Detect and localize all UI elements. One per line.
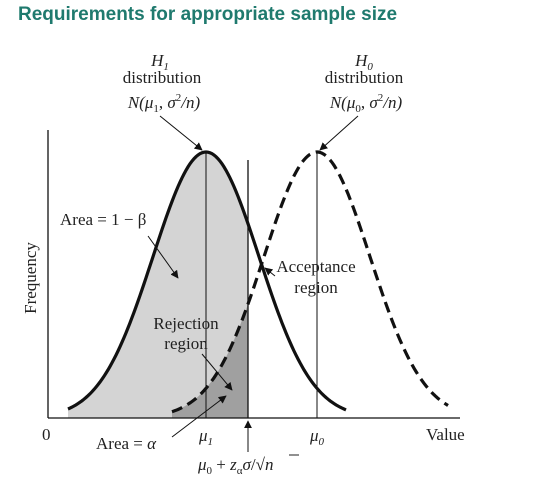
power-region-fill xyxy=(68,152,248,418)
x-axis-label: Value xyxy=(426,425,465,444)
h0-curve xyxy=(171,150,449,414)
power-arrow xyxy=(147,235,179,279)
acceptance-label-line2: region xyxy=(294,278,338,297)
y-axis-label: Frequency xyxy=(21,242,40,314)
alpha-label: Area = α xyxy=(96,434,157,453)
acceptance-label-line1: Acceptance xyxy=(276,257,355,276)
rejection-label-line1: Rejection xyxy=(153,314,219,333)
rejection-label-line2: region xyxy=(164,334,208,353)
rejection-arrow xyxy=(201,353,233,391)
h1-word: distribution xyxy=(123,68,202,87)
h0-dist: N(μ0, σ2/n) xyxy=(329,92,403,115)
h1-dist: N(μ1, σ2/n) xyxy=(127,92,201,115)
mu1-tick-label: μ1 xyxy=(198,426,213,448)
diagram-title: Requirements for appropriate sample size xyxy=(18,4,397,25)
alpha-arrow xyxy=(171,395,227,438)
h0-pointer-arrow xyxy=(319,115,359,151)
power-label: Area = 1 − β xyxy=(60,210,146,229)
h0-name: H0 xyxy=(354,51,373,73)
acceptance-arrow xyxy=(264,267,276,277)
mu0-tick-label: μ0 xyxy=(309,426,325,448)
origin-label: 0 xyxy=(42,425,51,444)
h1-curve xyxy=(67,150,347,412)
critical-value-label: μ0 + zασ/√n xyxy=(197,455,274,477)
h1-pointer-arrow xyxy=(159,115,203,151)
h0-word: distribution xyxy=(325,68,404,87)
h1-name: H1 xyxy=(150,51,169,73)
